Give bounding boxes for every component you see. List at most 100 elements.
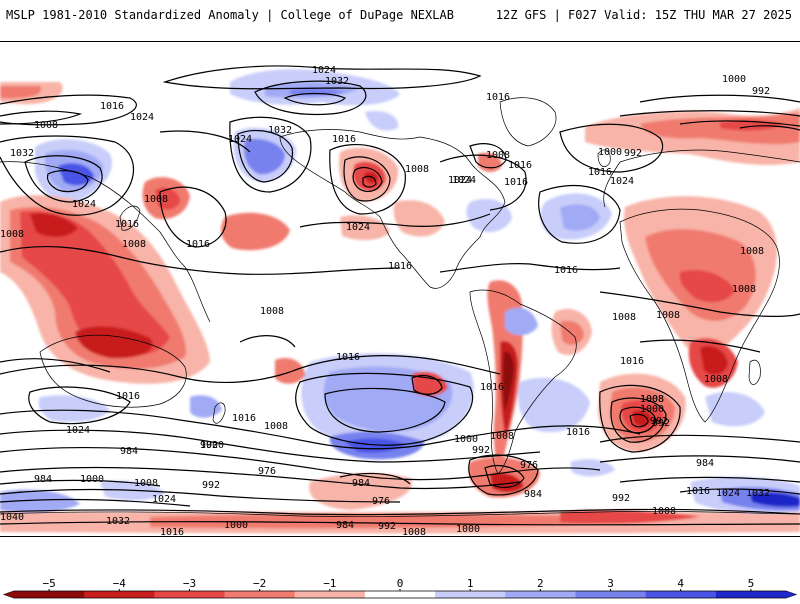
- anomaly-positive-region: [518, 377, 590, 433]
- anomaly-negative-region: [679, 270, 735, 303]
- anomaly-positive-region: [190, 395, 222, 418]
- isobar-label: 1016: [232, 413, 256, 424]
- anomaly-positive-region: [570, 459, 615, 477]
- isobar: [339, 472, 411, 485]
- isobar-label: 1024: [312, 65, 336, 76]
- isobar-label: 1008: [486, 150, 510, 161]
- isobar: [0, 488, 401, 503]
- anomaly-negative-region: [275, 357, 305, 384]
- isobar-labels: 1024 1032 1016 1024 1008 1032 1024 1032 …: [0, 65, 770, 536]
- isobar-label: 1024: [152, 494, 176, 505]
- isobar: [0, 110, 83, 125]
- isobar: [254, 80, 367, 116]
- isobar: [24, 155, 103, 203]
- anomaly-positive-region: [0, 489, 80, 513]
- isobar: [159, 130, 251, 153]
- isobar: [329, 143, 406, 215]
- colorbar-segment: [645, 591, 682, 598]
- colorbar-tick-label: 5: [748, 577, 755, 590]
- map-title: MSLP 1981-2010 Standardized Anomaly | Co…: [6, 8, 454, 22]
- isobar-label: 1016: [554, 265, 578, 276]
- isobar-label: 1016: [100, 101, 124, 112]
- colorbar-segment: [575, 591, 611, 598]
- isobar-label: 1008: [656, 310, 680, 321]
- coastline-greenland: [499, 97, 557, 147]
- isobar-label: 1024: [452, 175, 476, 186]
- colorbar-segment: [49, 591, 85, 598]
- isobars: [0, 65, 800, 526]
- colorbar-tick-label: −4: [113, 577, 127, 590]
- isobar: [610, 397, 667, 443]
- isobar-label: 984: [524, 489, 542, 500]
- isobar: [619, 476, 800, 483]
- anomaly-positive-region: [705, 392, 765, 427]
- colorbar-segment: [505, 591, 541, 598]
- colorbar-segment: [119, 591, 155, 598]
- isobar: [439, 263, 621, 273]
- anomaly-positive-region: [466, 198, 512, 233]
- colorbar-tick-label: −3: [183, 577, 196, 590]
- isobar-label: 1016: [588, 167, 612, 178]
- isobar-label: 1024: [448, 175, 472, 186]
- model-run-info: 12Z GFS | F027 Valid: 15Z THU MAR 27 202…: [495, 8, 792, 22]
- isobar-label: 1008: [732, 284, 756, 295]
- colorbar-tick-label: −1: [323, 577, 336, 590]
- isobar: [679, 120, 800, 127]
- isobar-label: 976: [372, 496, 390, 507]
- isobar-label: 984: [352, 478, 370, 489]
- anomaly-shading: [0, 69, 800, 534]
- anomaly-positive-region: [38, 395, 110, 422]
- isobar: [0, 245, 401, 275]
- colorbar-max-extend: [786, 591, 796, 598]
- anomaly-negative-region: [364, 172, 378, 184]
- isobar-label: 984: [696, 458, 714, 469]
- coastline-africa: [619, 208, 780, 423]
- colorbar-tick-label: 2: [537, 577, 544, 590]
- colorbar-segment: [364, 591, 401, 598]
- isobar-label: 992: [752, 86, 770, 97]
- isobar: [0, 521, 800, 526]
- colorbar-segment: [329, 591, 366, 598]
- isobar: [324, 387, 446, 433]
- anomaly-negative-region: [75, 326, 153, 359]
- coastline-eurasia: [0, 149, 800, 323]
- isobar-label: 1000: [640, 404, 664, 415]
- isobar-label: 1016: [486, 92, 510, 103]
- isobar-label: 992: [378, 521, 396, 532]
- isobar-label: 1024: [610, 176, 634, 187]
- isobar-label: 1008: [652, 506, 676, 517]
- coastline-south-america: [469, 289, 577, 475]
- isobar-label: 1008: [402, 527, 426, 536]
- anomaly-positive-region: [345, 438, 405, 453]
- isobar: [343, 156, 391, 202]
- isobar-label: 1024: [228, 134, 252, 145]
- isobar-label: 1000: [200, 440, 224, 451]
- coastline-antarctica: [0, 511, 800, 517]
- isobar: [299, 213, 491, 228]
- isobar-label: 1016: [115, 219, 139, 230]
- anomaly-negative-region: [412, 371, 448, 397]
- isobar-label: 1024: [130, 112, 154, 123]
- isobar: [162, 65, 482, 90]
- isobar-label: 1008: [704, 374, 728, 385]
- coastline-madagascar: [748, 359, 761, 385]
- isobar: [0, 409, 641, 450]
- isobar-label: 1008: [405, 164, 429, 175]
- anomaly-positive-region: [505, 307, 538, 336]
- isobar: [229, 116, 312, 193]
- isobar-label: 992: [624, 148, 642, 159]
- anomaly-negative-region: [220, 212, 290, 251]
- anomaly-negative-region: [393, 200, 445, 237]
- map-panel[interactable]: 1024 1032 1016 1024 1008 1032 1024 1032 …: [0, 41, 800, 537]
- isobar: [439, 154, 527, 211]
- isobar: [159, 186, 227, 248]
- colorbar-tick-label: −2: [253, 577, 266, 590]
- colorbar-segment: [715, 591, 752, 598]
- anomaly-map[interactable]: 1024 1032 1016 1024 1008 1032 1024 1032 …: [0, 42, 800, 536]
- isobar-label: 1016: [336, 352, 360, 363]
- isobar-label: 1008: [34, 120, 58, 131]
- isobar: [0, 479, 161, 487]
- isobar-label: 992: [612, 493, 630, 504]
- isobar: [599, 291, 800, 317]
- colorbar-segment: [540, 591, 576, 598]
